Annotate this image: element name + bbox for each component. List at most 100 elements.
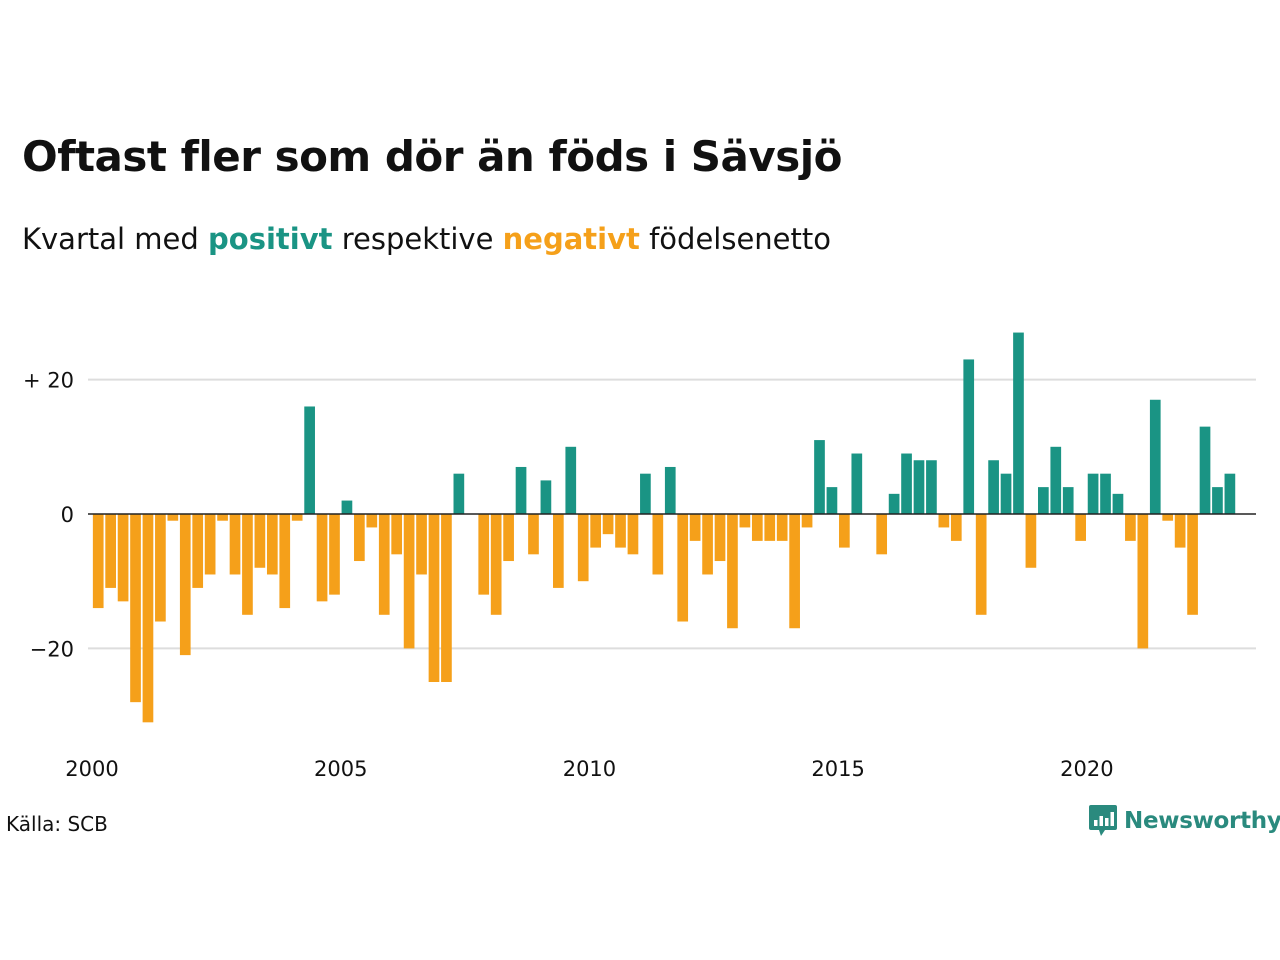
bar bbox=[1100, 473, 1111, 514]
bar bbox=[142, 514, 154, 723]
bar bbox=[590, 514, 601, 548]
bar bbox=[1038, 487, 1049, 514]
bar bbox=[1050, 446, 1062, 514]
bar bbox=[652, 514, 664, 575]
bar bbox=[1000, 473, 1012, 514]
y-tick-label: 0 bbox=[61, 503, 74, 527]
bar bbox=[839, 514, 850, 548]
bar bbox=[963, 359, 975, 514]
x-tick-label: 2000 bbox=[65, 757, 118, 781]
subtitle-text-middle: respektive bbox=[332, 222, 503, 256]
bar bbox=[291, 514, 303, 521]
bar bbox=[179, 514, 191, 656]
subtitle-text-before: Kvartal med bbox=[22, 222, 209, 256]
bar bbox=[279, 514, 291, 609]
bar bbox=[242, 514, 253, 615]
bar bbox=[1062, 487, 1074, 514]
x-tick-label: 2020 bbox=[1060, 757, 1113, 781]
bar bbox=[888, 493, 900, 514]
bar bbox=[577, 514, 589, 582]
bar bbox=[851, 453, 863, 514]
bar bbox=[378, 514, 390, 615]
bar bbox=[1137, 514, 1149, 649]
bar bbox=[155, 514, 166, 622]
y-tick-label: + 20 bbox=[23, 369, 74, 393]
bar bbox=[615, 514, 626, 548]
bar bbox=[751, 514, 763, 541]
bar bbox=[565, 446, 577, 514]
chart-title: Oftast fler som dör än föds i Sävsjö bbox=[22, 132, 843, 181]
bar bbox=[478, 514, 490, 595]
bar bbox=[1187, 514, 1198, 615]
bar bbox=[391, 514, 403, 555]
bar bbox=[453, 473, 465, 514]
bar bbox=[776, 514, 788, 541]
bar bbox=[416, 514, 427, 575]
bar bbox=[266, 514, 278, 575]
source-note: Källa: SCB bbox=[6, 812, 108, 836]
bar bbox=[938, 514, 950, 528]
subtitle-text-after: födelsenetto bbox=[639, 222, 831, 256]
bar bbox=[304, 406, 315, 514]
bar-chart-speech-bubble-icon bbox=[1089, 805, 1117, 836]
bar bbox=[1199, 426, 1211, 514]
newsworthy-logo: Newsworthy bbox=[1088, 803, 1280, 839]
bar bbox=[975, 514, 987, 615]
bar bbox=[403, 514, 415, 649]
bar bbox=[664, 466, 676, 514]
bar bbox=[1162, 514, 1174, 521]
bar bbox=[217, 514, 228, 521]
bar bbox=[490, 514, 502, 615]
bar bbox=[739, 514, 751, 528]
bar bbox=[117, 514, 129, 602]
gridlines bbox=[88, 378, 1256, 650]
bar bbox=[901, 453, 912, 514]
bar bbox=[677, 514, 689, 622]
chart-subtitle: Kvartal med positivt respektive negativt… bbox=[22, 222, 831, 256]
bar bbox=[1224, 473, 1236, 514]
bar bbox=[727, 514, 738, 629]
bar bbox=[1125, 514, 1136, 541]
x-tick-label: 2005 bbox=[314, 757, 367, 781]
bar bbox=[714, 514, 726, 562]
bar bbox=[92, 514, 104, 609]
bar bbox=[366, 514, 378, 528]
bar bbox=[627, 514, 639, 555]
bar bbox=[764, 514, 776, 541]
bar bbox=[814, 440, 825, 514]
bar bbox=[540, 480, 552, 514]
subtitle-positive-label: positivt bbox=[208, 222, 333, 256]
subtitle-negative-label: negativt bbox=[502, 222, 640, 256]
bar bbox=[926, 460, 937, 514]
bar bbox=[192, 514, 204, 588]
bar bbox=[689, 514, 701, 541]
bar bbox=[553, 514, 564, 588]
bar bbox=[702, 514, 713, 575]
bar bbox=[1025, 514, 1037, 568]
bar bbox=[1013, 332, 1024, 514]
bar bbox=[329, 514, 340, 595]
bar bbox=[528, 514, 539, 555]
bar bbox=[130, 514, 141, 703]
bar bbox=[1212, 487, 1223, 514]
bar bbox=[105, 514, 116, 588]
bar bbox=[441, 514, 452, 682]
bar bbox=[354, 514, 365, 562]
bar bbox=[1087, 473, 1099, 514]
bar bbox=[167, 514, 179, 521]
axis-labels: + 20 0 −20 2000 2005 2010 2015 2020 bbox=[23, 369, 1256, 781]
bar bbox=[503, 514, 514, 562]
bar bbox=[1112, 493, 1124, 514]
y-tick-label: −20 bbox=[30, 637, 74, 661]
bar bbox=[913, 460, 925, 514]
bar bbox=[254, 514, 266, 568]
bar bbox=[826, 487, 838, 514]
bar bbox=[1075, 514, 1086, 541]
bar bbox=[789, 514, 800, 629]
bar bbox=[602, 514, 614, 535]
bar bbox=[1149, 399, 1161, 514]
bar bbox=[316, 514, 328, 602]
brand-name: Newsworthy bbox=[1124, 808, 1280, 834]
bar bbox=[988, 460, 999, 514]
